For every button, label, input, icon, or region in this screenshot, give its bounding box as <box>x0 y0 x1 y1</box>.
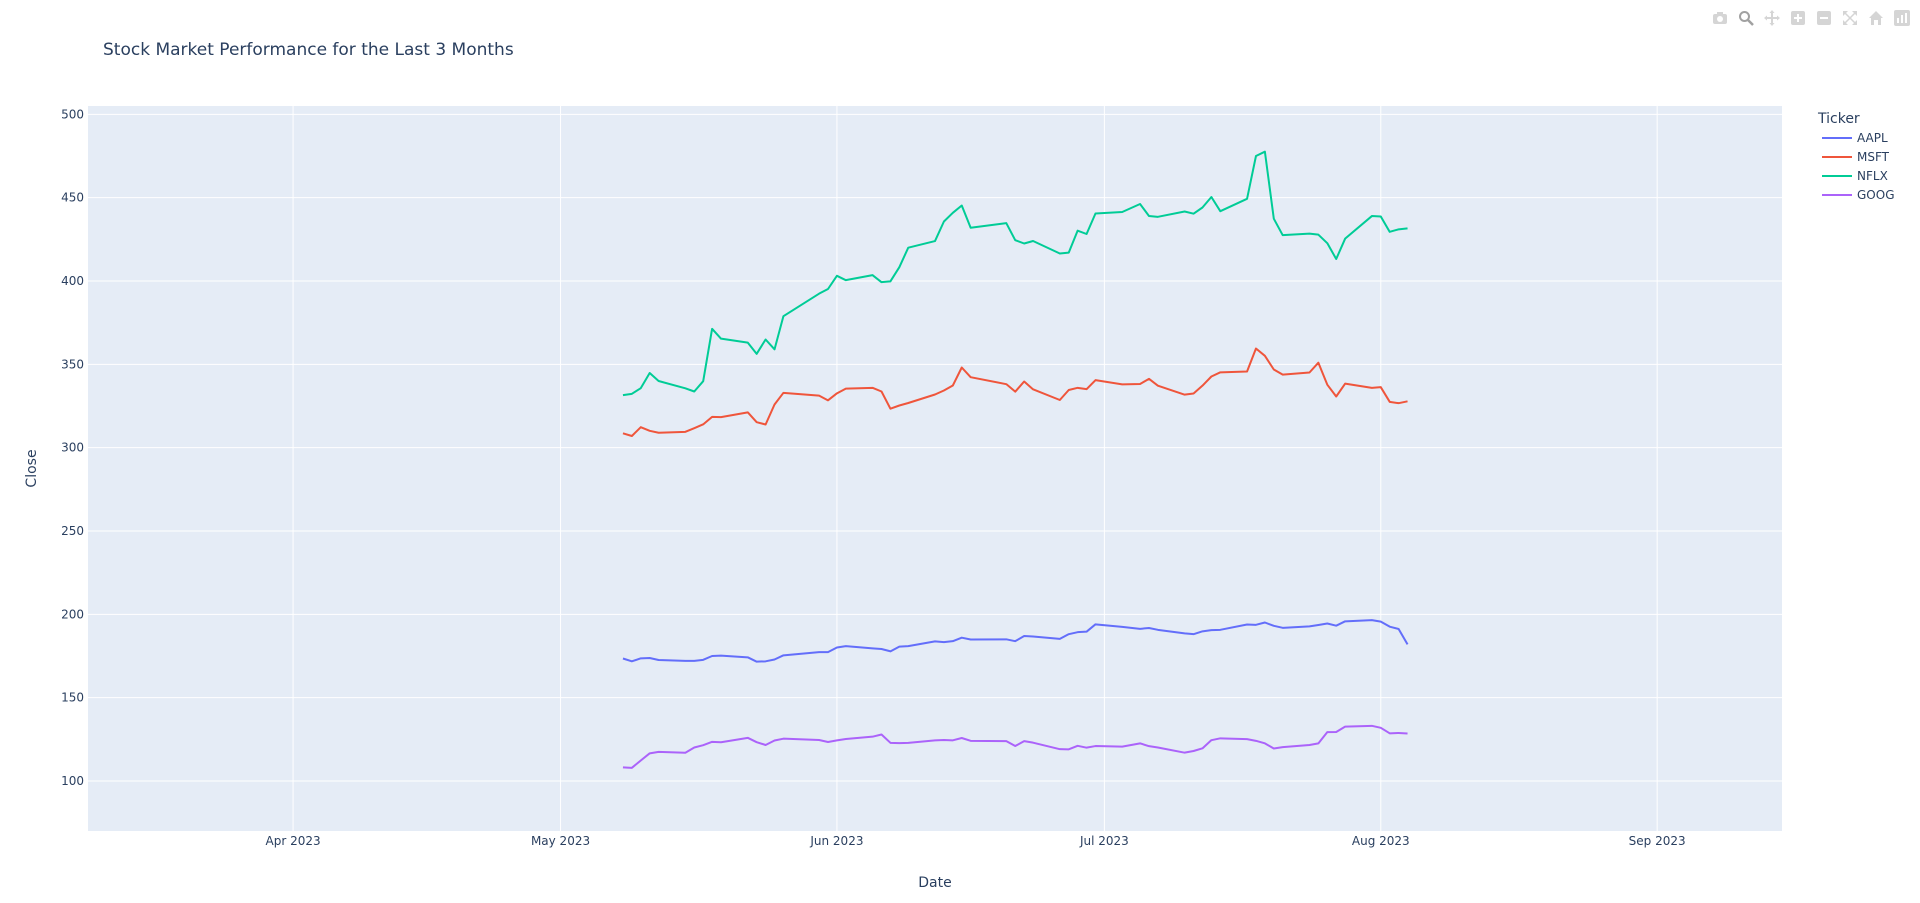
legend-item-nflx[interactable]: NFLX <box>1822 169 1888 183</box>
pan-icon[interactable] <box>1764 10 1780 26</box>
x-axis-title: Date <box>918 875 951 891</box>
camera-icon[interactable] <box>1712 10 1728 26</box>
legend-item-goog[interactable]: GOOG <box>1822 188 1895 202</box>
x-tick-label: May 2023 <box>531 834 590 848</box>
legend-label: AAPL <box>1857 131 1888 145</box>
y-tick-label: 100 <box>61 774 84 788</box>
series-line-goog[interactable] <box>622 724 1408 769</box>
plotly-logo-icon[interactable] <box>1894 10 1910 26</box>
series-line-nflx[interactable] <box>622 150 1408 397</box>
y-tick-label: 400 <box>61 274 84 288</box>
x-tick-label: Aug 2023 <box>1352 834 1410 848</box>
zoom-in-icon[interactable] <box>1790 10 1806 26</box>
y-tick-label: 150 <box>61 691 84 705</box>
zoom-out-icon[interactable] <box>1816 10 1832 26</box>
series-line-aapl[interactable] <box>622 619 1409 663</box>
home-icon[interactable] <box>1868 10 1884 26</box>
y-tick-label: 250 <box>61 524 84 538</box>
legend-item-msft[interactable]: MSFT <box>1822 150 1890 164</box>
x-tick-label: Jul 2023 <box>1079 834 1129 848</box>
plot-area <box>88 106 1782 831</box>
x-tick-label: Apr 2023 <box>266 834 321 848</box>
legend-label: MSFT <box>1857 150 1890 164</box>
legend-label: NFLX <box>1857 169 1888 183</box>
legend-title: Ticker <box>1817 111 1860 127</box>
y-tick-label: 350 <box>61 357 84 371</box>
zoom-icon[interactable] <box>1738 10 1754 26</box>
y-tick-label: 450 <box>61 191 84 205</box>
legend-item-aapl[interactable]: AAPL <box>1822 131 1888 145</box>
legend-label: GOOG <box>1857 188 1895 202</box>
autoscale-icon[interactable] <box>1842 10 1858 26</box>
modebar <box>1712 8 1910 28</box>
series-line-msft[interactable] <box>622 347 1408 437</box>
x-tick-label: Jun 2023 <box>809 834 863 848</box>
x-tick-label: Sep 2023 <box>1629 834 1686 848</box>
y-axis-title: Close <box>24 449 40 487</box>
y-tick-label: 200 <box>61 607 84 621</box>
y-tick-label: 300 <box>61 441 84 455</box>
chart-title: Stock Market Performance for the Last 3 … <box>103 40 514 60</box>
y-tick-label: 500 <box>61 107 84 121</box>
